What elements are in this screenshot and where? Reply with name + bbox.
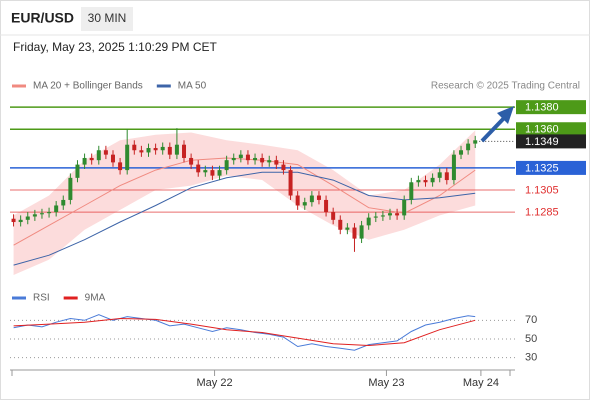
interval-box [81, 7, 133, 31]
x-tick-label: May 24 [463, 377, 499, 389]
candle-body [302, 202, 307, 206]
level-label: 1.1325 [525, 162, 559, 174]
candle-body [309, 195, 314, 203]
legend-label: MA 20 + Bollinger Bands [33, 81, 143, 92]
level-label-box [516, 160, 586, 175]
level-label: 1.1349 [525, 136, 559, 148]
candle-body [245, 154, 250, 161]
y-tick-label: 30 [525, 352, 537, 364]
candle-body [203, 170, 208, 173]
candle-body [68, 177, 73, 200]
candle-body [359, 225, 364, 239]
candle-body [103, 150, 108, 155]
candle-body [395, 213, 400, 216]
candle-body [338, 219, 343, 230]
candle-body [174, 144, 179, 155]
interval: 30 MIN [88, 11, 127, 25]
x-tick-label: May 22 [197, 377, 233, 389]
candle-body [345, 227, 350, 230]
candle-body [182, 144, 187, 158]
candle-body [39, 213, 44, 215]
moving-average [13, 171, 476, 266]
candle-body [423, 180, 428, 183]
level-label-box [516, 134, 586, 149]
candle-body [430, 177, 435, 183]
candle-body [380, 215, 385, 217]
candle-body [61, 199, 66, 206]
candle-body [352, 227, 357, 239]
candle-body [331, 212, 336, 220]
candle-body [260, 157, 265, 163]
legend-label: MA 50 [178, 81, 207, 92]
level-label: 1.1285 [525, 206, 559, 218]
level-label: 1.1380 [525, 102, 559, 114]
x-tick-label: May 23 [368, 377, 404, 389]
legend-label: 9MA [85, 293, 106, 304]
symbol: EUR/USD [11, 10, 74, 26]
candle-body [437, 172, 442, 178]
candle-body [167, 146, 172, 155]
candle-body [459, 150, 464, 155]
candle-body [444, 172, 449, 181]
legend-label: RSI [33, 293, 50, 304]
candle-body [451, 154, 456, 181]
candle-body [316, 195, 321, 200]
candle-body [387, 213, 392, 216]
level-label-box [516, 100, 586, 115]
candle-body [153, 148, 158, 151]
candle-body [118, 162, 123, 171]
candle-body [196, 164, 201, 173]
candle-body [110, 154, 115, 163]
level-label: 1.1305 [525, 184, 559, 196]
candle-body [32, 214, 37, 217]
candle-body [274, 160, 279, 165]
candle-body [288, 170, 293, 196]
candle-body [281, 164, 286, 171]
candle-body [210, 170, 215, 176]
moving-average [13, 157, 476, 246]
candle-body [139, 150, 144, 153]
candle-body [96, 150, 101, 161]
candle-body [473, 140, 478, 144]
candle-body [366, 217, 371, 226]
candle-body [402, 199, 407, 216]
candle-body [54, 205, 59, 213]
candle-body [125, 144, 130, 171]
candle-body [267, 160, 272, 163]
candle-body [466, 143, 471, 151]
timestamp: Friday, May 23, 2025 1:10:29 PM CET [13, 40, 218, 54]
y-tick-label: 50 [525, 333, 537, 345]
source: Research © 2025 Trading Central [431, 81, 580, 92]
candle-body [217, 170, 222, 176]
candle-body [373, 216, 378, 218]
candle-body [89, 157, 94, 161]
candle-body [82, 157, 87, 165]
forecast-arrow [480, 114, 508, 143]
candle-body [18, 219, 23, 223]
candle-body [160, 146, 165, 151]
candle-body [253, 157, 258, 161]
candle-body [47, 212, 52, 214]
candle-body [75, 164, 80, 178]
y-tick-label: 70 [525, 314, 537, 326]
candle-body [409, 182, 414, 200]
candle-body [416, 180, 421, 183]
candle-body [132, 144, 137, 151]
candle-body [295, 195, 300, 206]
level-label: 1.1360 [525, 124, 559, 136]
candle-body [224, 160, 229, 171]
series-line [13, 317, 476, 347]
candle-body [189, 157, 194, 165]
candle-body [231, 157, 236, 161]
candle-body [238, 154, 243, 158]
candle-body [11, 218, 16, 223]
candle-body [324, 199, 329, 213]
level-label-box [516, 122, 586, 137]
forecast-arrow-head [497, 106, 514, 124]
candle-body [25, 216, 30, 220]
candle-body [146, 148, 151, 153]
